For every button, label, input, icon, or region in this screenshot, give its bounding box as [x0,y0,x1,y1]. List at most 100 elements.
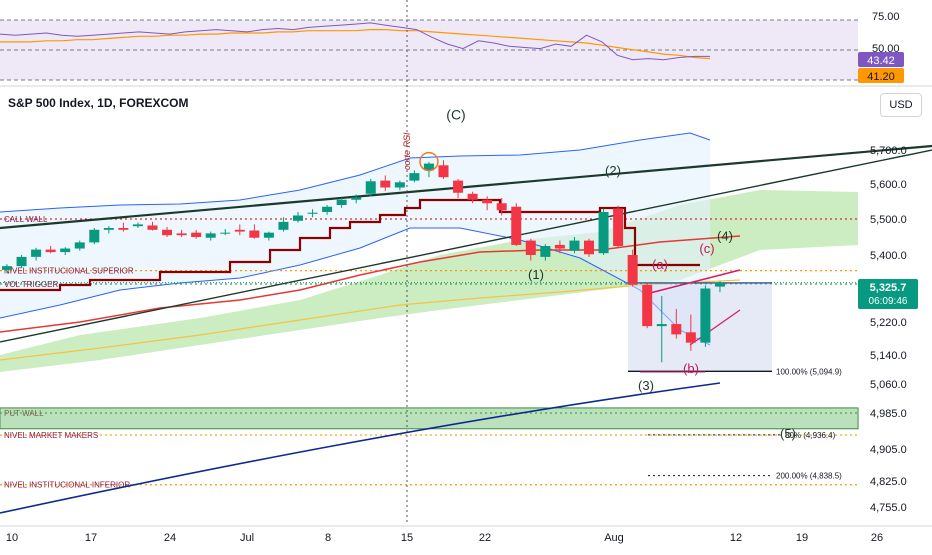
candle [453,178,464,198]
candle-body [554,244,565,249]
candle-body [191,232,202,237]
time-tick-label: Aug [604,532,624,544]
candle [60,247,71,255]
candle-body [2,266,12,270]
gamma-level-label: PUT WALL [4,409,44,418]
candle [31,247,42,261]
gamma-level-label: NIVEL INSTITUCIONAL SUPERIOR [4,267,134,276]
candle [496,198,507,216]
candle-body [525,240,536,255]
price-axis[interactable]: 5,700.0 5,600.0 5,500.0 5,400.0 5,220.0 5,140… [870,145,907,514]
step-trailing-line [0,198,700,292]
wave-label: (1) [528,267,544,282]
time-axis[interactable]: 10 17 24 Jul 8 15 22 Aug 12 19 26 [6,532,883,544]
candle [409,170,420,183]
trendline-lower [0,149,932,343]
candle [700,285,711,347]
candle [89,228,100,245]
time-tick-label: 12 [730,532,742,544]
gamma-level-label: VOL TRIGGER [4,280,58,289]
candle-body [322,206,333,212]
candle-body [132,224,143,227]
candle [642,282,653,329]
candle [336,198,347,208]
wave-label: (a) [652,257,668,272]
candle-body [31,249,42,257]
price-tick-label: 4,905.0 [870,444,907,456]
candle-body [351,197,362,200]
time-tick-label: 26 [871,532,883,544]
rsi-level-75: 75.00 [872,11,900,23]
price-tick-label: 5,700.0 [870,145,907,157]
rsi-value: 43.42 [867,55,895,67]
currency-selector[interactable]: USD [880,93,922,117]
candle [685,314,696,351]
candle [45,246,56,254]
candle [103,226,114,234]
fib-level: 100.00% (5,094.9) [628,367,842,376]
candle-body [496,203,507,211]
wave-label: (C) [446,106,465,122]
time-tick-label: 24 [164,532,176,544]
candle-body [147,225,158,230]
time-tick-label: 19 [796,532,808,544]
gamma-level: NIVEL INSTITUCIONAL SUPERIOR [0,267,858,276]
price-tick-label: 4,985.0 [870,408,907,420]
candle [365,178,376,197]
candle [598,208,609,255]
candle-body [220,232,231,234]
gamma-level: NIVEL MARKET MAKERS [0,431,858,440]
candle [540,244,551,261]
candle-body [642,284,653,327]
candle [16,255,27,269]
candle-body [511,206,522,245]
candle-body [409,173,420,181]
bar-countdown: 06:09:46 [869,296,908,307]
candle-body [249,230,260,238]
candle-body [467,193,478,200]
put-wall-zone [0,407,858,429]
candle [162,226,173,237]
candle-body [438,165,449,178]
candle-body [234,229,245,232]
candle-body [627,255,638,285]
candle [380,175,391,191]
candle-body [423,163,434,171]
candle-body [103,228,114,230]
gamma-level: CALL WALL [0,215,858,224]
wave-label: (c) [699,241,714,256]
candle-body [118,228,129,230]
price-tick-label: 5,500.0 [870,214,907,226]
candle [482,196,493,211]
candle [423,161,434,178]
candle [613,205,624,248]
candle-body [380,180,391,188]
candle-body [45,249,56,253]
channel-lower [689,309,741,346]
candle-body [685,332,696,343]
wave-label: (4) [717,229,733,244]
fib-label: 200.00% (4,838.5) [776,472,842,481]
candle [656,295,667,363]
candle [627,249,638,287]
candle-body [656,324,667,327]
top-circle-marker [419,151,439,172]
rsi-ma-badge [858,68,904,83]
candle [249,224,260,239]
candle [220,229,231,236]
candle-body [482,199,493,204]
candle-body [540,246,551,257]
candle-body [307,212,318,214]
fib-level: 200.00% (4,838.5) [648,472,842,481]
price-tick-label: 5,600.0 [870,179,907,191]
candle-body [394,182,405,188]
candle-body [598,212,609,254]
main-pane: CALL WALL NIVEL INSTITUCIONAL SUPERIOR VOL… [0,0,932,525]
wave-label: (2) [605,163,621,178]
candle [714,281,725,293]
candle-body [613,208,624,246]
channel-lines [640,269,741,373]
candle [2,264,12,274]
